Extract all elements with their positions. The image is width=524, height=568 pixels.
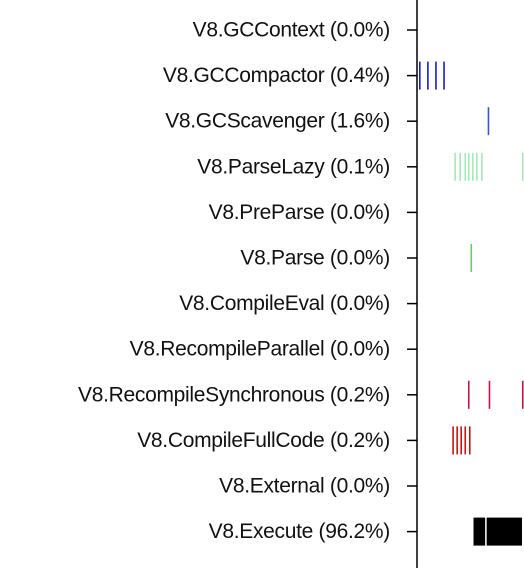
event-mark-v8-recompilesynchronous-0 [468, 381, 470, 409]
event-mark-v8-parselazy-2 [464, 153, 466, 181]
row-label-v8-recompileparallel: V8.RecompileParallel (0.0%) [130, 338, 390, 361]
event-mark-v8-gccompactor-0 [419, 62, 421, 90]
row-ticks [407, 30, 417, 532]
row-label-v8-preparse: V8.PreParse (0.0%) [209, 201, 390, 224]
row-labels: V8.GCContext (0.0%) V8.GCCompactor (0.4%)… [78, 19, 390, 544]
event-marks [419, 62, 524, 546]
event-mark-v8-parselazy-1 [459, 153, 461, 181]
event-mark-v8-gccompactor-2 [435, 62, 437, 90]
row-label-v8-gcscavenger: V8.GCScavenger (1.6%) [165, 110, 390, 133]
event-mark-v8-recompilesynchronous-1 [489, 381, 491, 409]
event-mark-v8-parse-0 [471, 244, 473, 272]
row-label-v8-recompilesynchronous: V8.RecompileSynchronous (0.2%) [78, 383, 390, 406]
row-label-v8-gccontext: V8.GCContext (0.0%) [193, 19, 390, 42]
row-label-v8-parse: V8.Parse (0.0%) [240, 247, 390, 270]
event-mark-v8-parselazy-5 [476, 153, 478, 181]
event-mark-v8-compilefullcode-1 [456, 426, 458, 454]
event-mark-v8-compilefullcode-3 [464, 426, 466, 454]
event-mark-v8-parselazy-7 [522, 153, 524, 181]
event-mark-v8-compilefullcode-2 [460, 426, 462, 454]
event-mark-v8-parselazy-3 [468, 153, 470, 181]
event-mark-v8-compilefullcode-4 [469, 426, 471, 454]
event-mark-v8-parselazy-4 [472, 153, 474, 181]
event-mark-v8-parselazy-6 [481, 153, 483, 181]
event-mark-v8-gcscavenger-0 [488, 107, 490, 135]
row-label-v8-external: V8.External (0.0%) [219, 475, 390, 498]
event-mark-v8-gccompactor-3 [443, 62, 445, 90]
event-mark-v8-gccompactor-1 [427, 62, 429, 90]
event-mark-v8-recompilesynchronous-2 [522, 381, 524, 409]
event-mark-v8-execute-1 [487, 518, 522, 546]
row-label-v8-compilefullcode: V8.CompileFullCode (0.2%) [137, 429, 390, 452]
row-label-v8-parselazy: V8.ParseLazy (0.1%) [197, 155, 390, 178]
row-label-v8-compileeval: V8.CompileEval (0.0%) [179, 292, 390, 315]
row-label-v8-gccompactor: V8.GCCompactor (0.4%) [163, 64, 390, 87]
event-mark-v8-parselazy-0 [454, 153, 456, 181]
event-mark-v8-execute-0 [474, 518, 486, 546]
row-label-v8-execute: V8.Execute (96.2%) [209, 520, 390, 543]
event-mark-v8-compilefullcode-0 [452, 426, 454, 454]
